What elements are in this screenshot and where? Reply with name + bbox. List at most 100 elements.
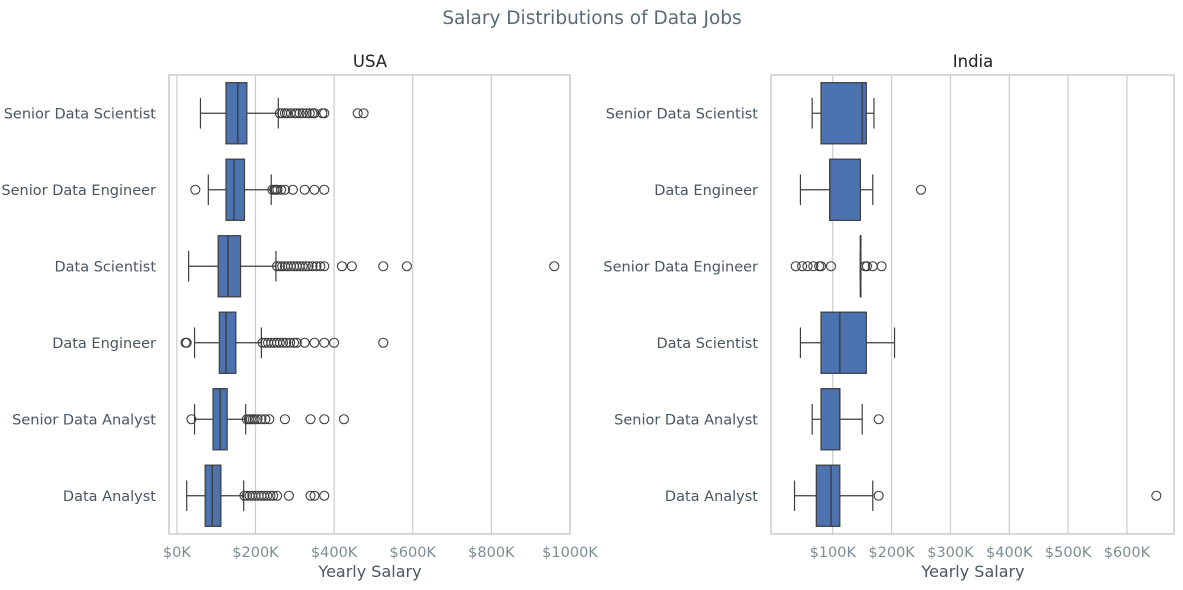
outlier-point [288, 337, 300, 348]
usa-x-tick-label: $200K [232, 545, 279, 561]
india-panel: India Yearly Salary $100K $200K $300K $400K… [603, 52, 1175, 581]
outlier-point [260, 414, 271, 425]
usa-panel-title: USA [353, 52, 388, 71]
iqr-box [225, 82, 248, 145]
outlier-point [303, 261, 314, 272]
usa-category-label: Data Scientist [55, 259, 157, 275]
india-category-label: Data Scientist [657, 336, 759, 352]
iqr-box [225, 158, 246, 221]
usa-box-4 [186, 388, 349, 451]
outlier-point [319, 108, 330, 119]
iqr-box [820, 311, 867, 374]
usa-box-1 [190, 158, 330, 221]
outlier-point [190, 184, 201, 195]
outlier-point [294, 108, 305, 119]
usa-box-2 [188, 235, 560, 298]
outlier-point [319, 490, 330, 501]
iqr-box [820, 82, 867, 145]
outlier-point [291, 108, 302, 119]
outlier-point [274, 108, 285, 119]
outlier-point [815, 261, 827, 272]
outlier-point [252, 414, 263, 425]
iqr-box [829, 158, 862, 221]
india-box-2 [790, 235, 887, 298]
outlier-point [299, 184, 310, 195]
india-box-4 [811, 388, 884, 451]
india-x-tick-label: $500K [1045, 545, 1092, 561]
usa-plot-frame [168, 74, 571, 535]
outlier-point [274, 337, 285, 348]
usa-panel: USA Yearly Salary $0K $200K $400K $600K $800… [1, 52, 598, 581]
usa-box-3 [180, 311, 389, 374]
usa-x-tick-label: $0K [163, 545, 191, 561]
usa-x-tick-label: $1000K [542, 545, 598, 561]
outlier-point [304, 108, 315, 119]
outlier-point [352, 108, 363, 119]
usa-x-tick-label: $600K [390, 545, 437, 561]
outlier-point [329, 337, 340, 348]
outlier-point [319, 414, 330, 425]
iqr-box [204, 464, 222, 527]
outlier-point [338, 414, 349, 425]
outlier-point [279, 184, 291, 195]
outlier-point [309, 490, 320, 501]
india-x-axis-title: Yearly Salary [920, 562, 1024, 581]
outlier-point [311, 261, 322, 272]
iqr-box [820, 388, 841, 451]
india-x-tick-label: $600K [1104, 545, 1151, 561]
india-x-tick-label: $100K [810, 545, 857, 561]
outlier-point [790, 261, 801, 272]
outlier-point [299, 337, 310, 348]
outlier-point [861, 261, 872, 272]
outlier-point [319, 261, 330, 272]
outlier-point [277, 337, 289, 348]
outlier-point [378, 337, 389, 348]
outlier-point [309, 337, 320, 348]
outlier-point [265, 490, 276, 501]
outlier-point [305, 490, 316, 501]
outlier-point [319, 337, 330, 348]
india-box-1 [799, 158, 927, 221]
outlier-point [181, 337, 192, 348]
outlier-point [309, 108, 320, 119]
figure-title: Salary Distributions of Data Jobs [442, 8, 741, 29]
outlier-point [319, 184, 330, 195]
outlier-point [378, 261, 389, 272]
outlier-point [291, 337, 302, 348]
outlier-point [300, 261, 311, 272]
outlier-point [285, 337, 296, 348]
india-box-5 [793, 464, 1162, 527]
india-box-3 [799, 311, 896, 374]
outlier-point [915, 184, 927, 195]
outlier-point [281, 337, 292, 348]
india-plot-frame [770, 74, 1175, 535]
india-category-label: Senior Data Engineer [603, 259, 758, 275]
outlier-point [873, 414, 884, 425]
outlier-point [309, 184, 320, 195]
outlier-point [301, 108, 312, 119]
usa-category-label: Senior Data Analyst [12, 412, 156, 428]
iqr-box [815, 464, 841, 527]
outlier-point [358, 108, 369, 119]
usa-category-label: Data Analyst [63, 489, 156, 505]
outlier-point [549, 261, 560, 272]
outlier-point [274, 261, 285, 272]
outlier-point [283, 490, 294, 501]
outlier-point [186, 414, 197, 425]
outlier-point [264, 414, 275, 425]
outlier-point [239, 490, 250, 501]
india-box-0 [811, 82, 875, 145]
outlier-point [1151, 490, 1162, 501]
outlier-point [281, 108, 292, 119]
india-x-tick-label: $200K [868, 545, 915, 561]
outlier-point [287, 184, 298, 195]
usa-box-0 [199, 82, 369, 145]
outlier-point [256, 414, 267, 425]
usa-x-tick-label: $800K [468, 545, 515, 561]
outlier-point [272, 261, 283, 272]
outlier-point [268, 490, 279, 501]
india-x-tick-label: $400K [986, 545, 1033, 561]
india-category-label: Senior Data Analyst [614, 412, 758, 428]
usa-box-5 [186, 464, 330, 527]
